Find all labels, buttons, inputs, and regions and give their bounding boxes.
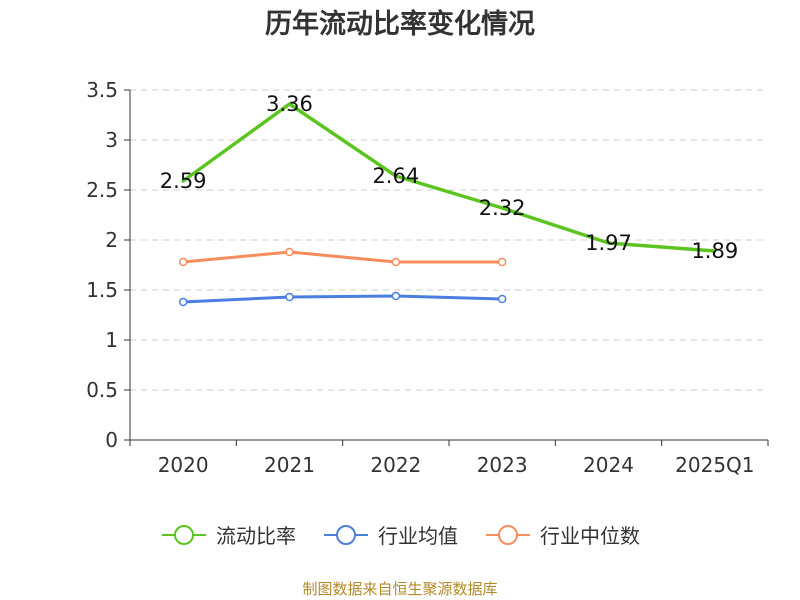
series-point [285, 292, 294, 302]
y-tick-label: 2 [105, 228, 118, 252]
series-point [391, 257, 401, 267]
y-tick-label: 3 [105, 128, 118, 152]
legend-label: 行业均值 [378, 524, 458, 548]
legend-item[interactable]: 行业中位数 [484, 520, 640, 549]
x-tick-label: 2024 [583, 453, 634, 477]
series-point [285, 247, 294, 257]
series-point [178, 257, 188, 267]
data-label: 1.89 [691, 239, 738, 263]
legend-circle [498, 524, 518, 545]
data-label: 2.59 [160, 169, 207, 193]
chart-title: 历年流动比率变化情况 [265, 9, 535, 40]
legend-label: 流动比率 [216, 524, 296, 548]
legend-marker-icon [486, 524, 530, 545]
axes: 0 0.5 1 1.5 2 2.5 3 3.5 2020 2021 2022 2023 2024 2025… [86, 78, 769, 477]
legend-circle [336, 524, 356, 545]
series-point [178, 297, 188, 307]
x-tick-label: 2025Q1 [675, 453, 754, 477]
series-line [181, 250, 504, 264]
legend-item[interactable]: 流动比率 [160, 520, 296, 549]
legend-label: 行业中位数 [540, 524, 640, 548]
y-tick-label: 3.5 [86, 78, 118, 102]
legend-item[interactable]: 行业均值 [322, 520, 458, 549]
legend-marker-icon [324, 524, 368, 545]
series-line [181, 294, 504, 304]
y-tick-label: 1 [105, 328, 118, 352]
grid-lines [130, 89, 768, 391]
legend-marker-icon [162, 524, 206, 545]
x-tick-label: 2021 [264, 453, 315, 477]
x-tick-label: 2022 [370, 453, 421, 477]
legend-circle [174, 524, 194, 545]
data-label: 2.32 [479, 196, 526, 220]
source-note: 制图数据来自恒生聚源数据库 [302, 580, 498, 598]
y-tick-label: 0.5 [86, 378, 118, 402]
y-tick-label: 1.5 [86, 278, 118, 302]
series-line [181, 102, 717, 253]
legend: 流动比率 行业均值 行业中位数 [0, 520, 800, 549]
data-label: 1.97 [585, 231, 632, 255]
y-tick-label: 2.5 [86, 178, 118, 202]
series-point [391, 291, 401, 301]
x-tick-label: 2023 [477, 453, 528, 477]
x-tick-label: 2020 [158, 453, 209, 477]
y-tick-label: 0 [105, 428, 118, 452]
data-label: 2.64 [372, 164, 419, 188]
series-lines [178, 102, 717, 307]
data-labels: 2.59 3.36 2.64 2.32 1.97 1.89 [160, 92, 738, 263]
data-label: 3.36 [266, 92, 313, 116]
series-point [497, 257, 507, 267]
series-point [497, 294, 507, 304]
